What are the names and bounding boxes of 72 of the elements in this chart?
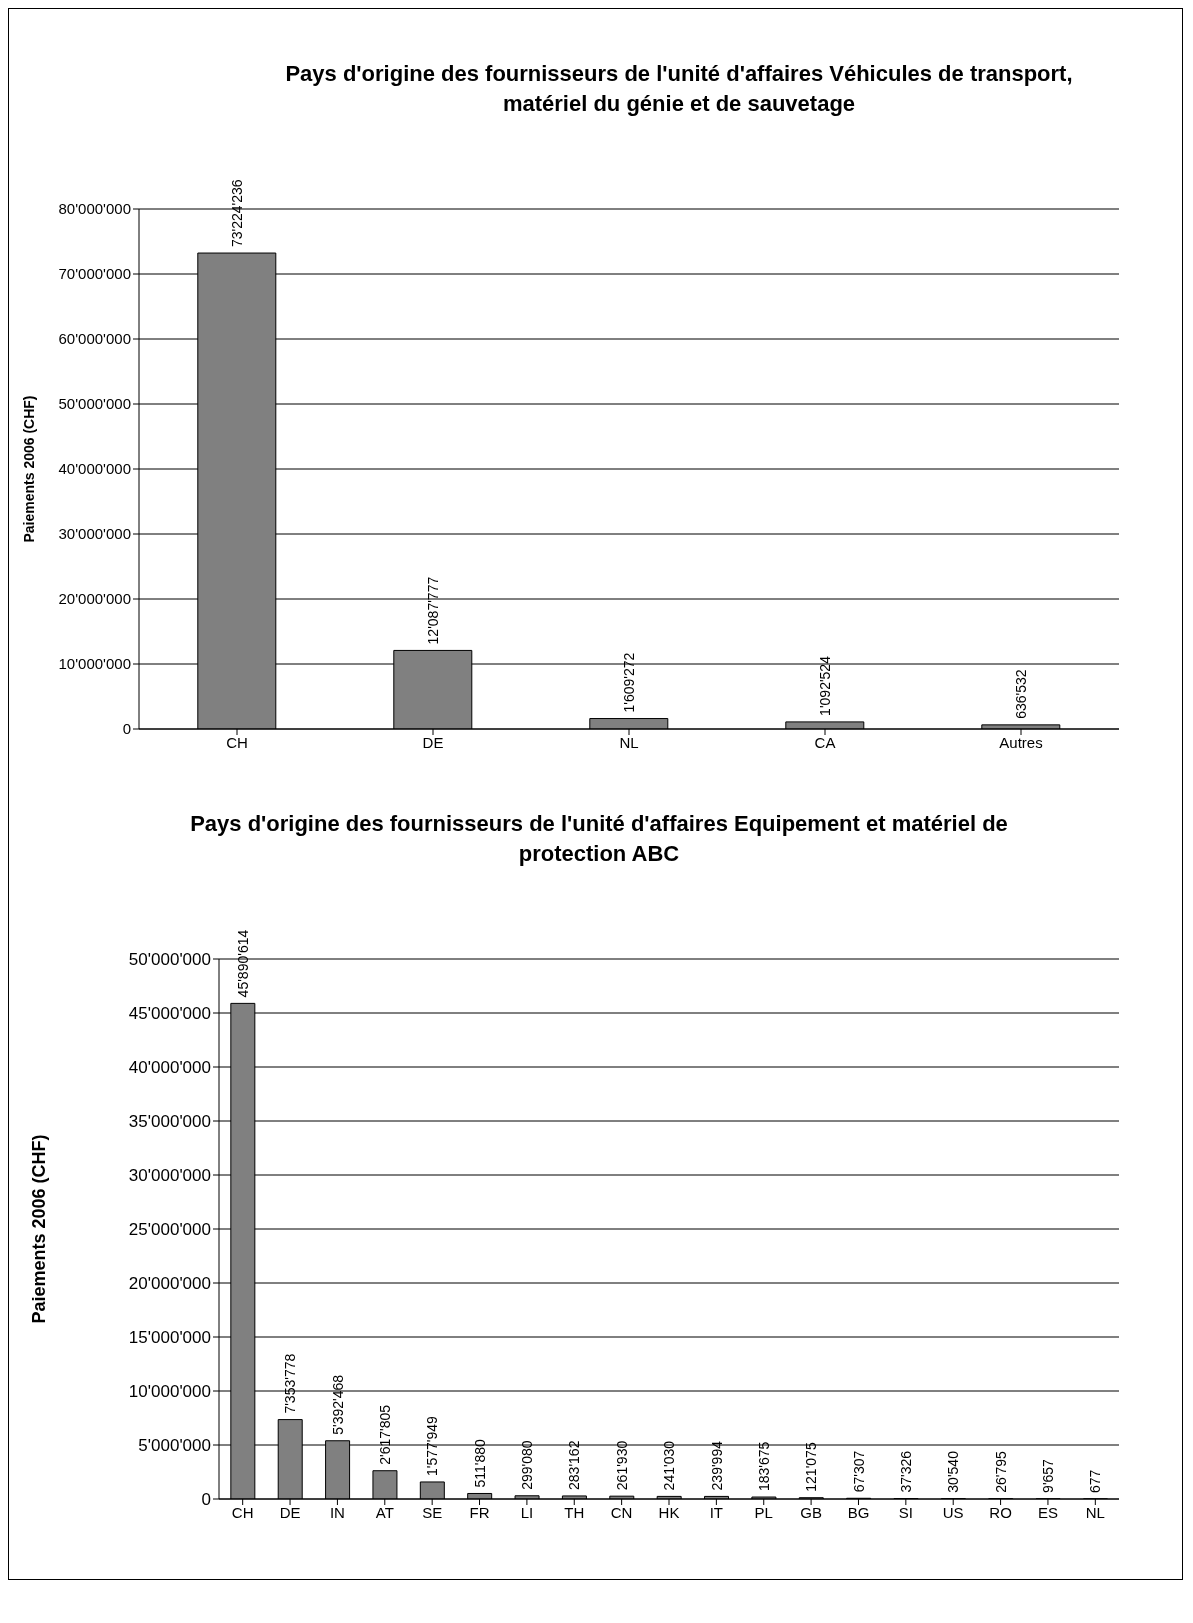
data-label: 9'657 <box>1040 1458 1057 1493</box>
data-label: 283'162 <box>566 1440 583 1490</box>
y-tick-label: 15'000'000 <box>128 1328 211 1348</box>
y-tick-label: 10'000'000 <box>128 1382 211 1402</box>
y-tick-label: 70'000'000 <box>58 265 131 283</box>
x-tick-label: DE <box>279 1503 301 1521</box>
chart-title: Pays d'origine des fournisseurs de l'unité d'affaires Equipement et matériel de protection ABC <box>189 810 1009 868</box>
y-tick-label: 50'000'000 <box>58 395 131 413</box>
data-label: 241'030 <box>661 1440 678 1491</box>
y-tick-label: 20'000'000 <box>58 590 131 608</box>
x-tick-label: GB <box>800 1503 822 1521</box>
data-label: 121'075 <box>803 1442 820 1492</box>
x-tick-label: IT <box>709 1503 724 1521</box>
y-tick-label: 80'000'000 <box>58 200 131 218</box>
y-tick-label: 50'000'000 <box>128 950 211 970</box>
data-label: 183'675 <box>755 1441 772 1492</box>
x-tick-label: RO <box>989 1503 1012 1521</box>
data-label: 12'087'777 <box>424 576 441 645</box>
chart-title: Pays d'origine des fournisseurs de l'unité d'affaires Véhicules de transport, matériel du génie et de sauvetage <box>284 60 1074 118</box>
y-tick-label: 20'000'000 <box>128 1274 211 1294</box>
data-label: 299'080 <box>519 1440 536 1490</box>
data-label: 261'930 <box>613 1440 630 1491</box>
data-label: 73'224'236 <box>228 179 245 248</box>
x-tick-label: IN <box>329 1503 345 1521</box>
x-tick-label: AT <box>375 1503 394 1521</box>
y-axis-title: Paiements 2006 (CHF) <box>29 1134 50 1324</box>
y-tick-label: 0 <box>201 1490 211 1510</box>
data-label: 37'326 <box>898 1450 914 1493</box>
x-tick-label: Autres <box>999 733 1043 751</box>
data-label: 511'880 <box>471 1438 488 1488</box>
x-tick-label: SI <box>898 1503 913 1521</box>
x-tick-label: SE <box>422 1503 443 1521</box>
y-tick-label: 40'000'000 <box>58 460 131 478</box>
x-tick-label: DE <box>422 733 444 751</box>
x-tick-label: HK <box>658 1503 680 1521</box>
y-tick-label: 25'000'000 <box>128 1220 211 1240</box>
data-label: 1'092'524 <box>816 655 833 716</box>
y-tick-label: 0 <box>122 720 131 738</box>
data-label: 26'795 <box>992 1450 1009 1493</box>
data-label: 7'353'778 <box>282 1353 299 1414</box>
x-tick-label: CH <box>226 733 248 751</box>
y-tick-label: 5'000'000 <box>138 1436 211 1456</box>
x-tick-label: NL <box>619 733 639 751</box>
x-tick-label: LI <box>520 1503 534 1521</box>
x-tick-label: TH <box>564 1503 585 1521</box>
x-tick-label: BG <box>847 1503 870 1521</box>
x-tick-label: CA <box>814 733 836 751</box>
x-tick-label: CN <box>610 1503 633 1521</box>
x-tick-label: NL <box>1085 1503 1105 1521</box>
y-tick-label: 40'000'000 <box>128 1058 211 1078</box>
data-label: 67'307 <box>850 1450 867 1493</box>
data-label: 636'532 <box>1012 669 1029 719</box>
y-tick-label: 35'000'000 <box>128 1112 211 1132</box>
y-tick-label: 45'000'000 <box>128 1004 211 1024</box>
y-axis-title: Paiements 2006 (CHF) <box>20 395 37 543</box>
data-label: 2'617'805 <box>376 1404 393 1465</box>
data-label: 30'540 <box>945 1450 962 1493</box>
x-tick-label: CH <box>231 1503 254 1521</box>
y-tick-label: 30'000'000 <box>128 1166 211 1186</box>
data-label: 1'577'949 <box>424 1415 441 1476</box>
x-tick-label: US <box>942 1503 964 1521</box>
x-tick-label: ES <box>1037 1503 1058 1521</box>
data-label: 5'392'468 <box>329 1374 346 1435</box>
data-label: 677 <box>1087 1469 1104 1493</box>
x-tick-label: FR <box>469 1503 490 1521</box>
data-label: 239'994 <box>708 1440 725 1491</box>
y-tick-label: 30'000'000 <box>58 525 131 543</box>
y-tick-label: 10'000'000 <box>58 655 131 673</box>
data-label: 1'609'272 <box>620 652 637 713</box>
x-tick-label: PL <box>754 1503 773 1521</box>
y-tick-label: 60'000'000 <box>58 330 131 348</box>
data-label: 45'890'614 <box>234 929 251 998</box>
